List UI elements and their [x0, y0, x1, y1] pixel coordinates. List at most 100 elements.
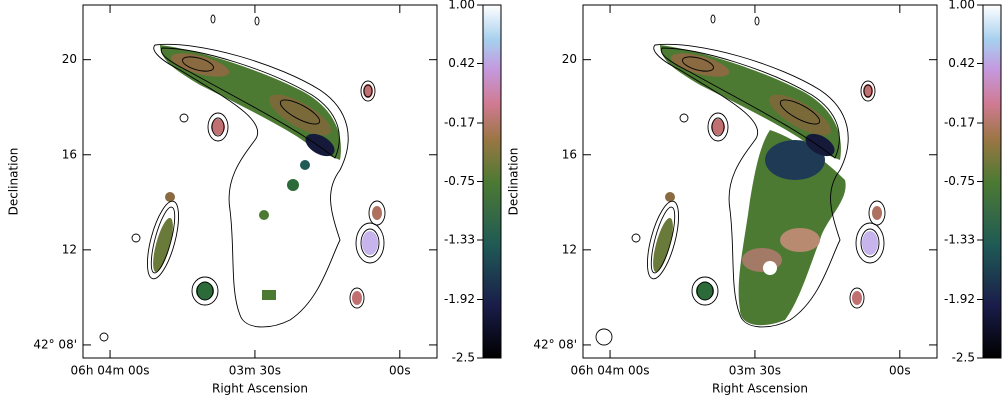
colorbar-tick-label: -1.92 — [444, 292, 475, 306]
contour — [99, 332, 109, 342]
contour — [153, 43, 349, 328]
plot-frame — [82, 4, 438, 359]
colorbar-tick-label: -0.75 — [444, 174, 475, 188]
contour — [754, 16, 760, 26]
emission — [300, 160, 310, 170]
colorbar-tick-label: -1.33 — [944, 232, 975, 246]
contour — [855, 222, 885, 264]
x-tick-label: 06h 04m 00s — [571, 364, 650, 378]
colorbar-tick-label: -0.17 — [944, 116, 975, 130]
emission — [670, 53, 730, 77]
emission — [287, 179, 299, 191]
y-axis-label: Declination — [7, 148, 21, 216]
y-tick-label: 20 — [62, 52, 77, 66]
emission — [170, 53, 230, 77]
emission — [269, 94, 331, 136]
contour — [131, 233, 141, 243]
emission — [863, 84, 873, 98]
colorbar — [482, 4, 502, 359]
emission — [763, 261, 777, 275]
emission — [165, 192, 175, 202]
contour — [682, 56, 714, 72]
contour — [368, 200, 386, 226]
emission — [259, 210, 269, 220]
panel: 06h 04m 00s 03m 30s 00s 42° 08' 12 16 20 Right … — [507, 0, 1002, 396]
y-tick-label: 12 — [562, 242, 577, 256]
y-tick-label: 16 — [62, 147, 77, 161]
contour — [211, 117, 225, 137]
x-axis-label: Right Ascension — [712, 382, 808, 396]
contour — [355, 222, 385, 264]
emission — [363, 84, 373, 98]
contour — [360, 228, 380, 258]
x-axis-label: Right Ascension — [212, 382, 308, 396]
contour — [196, 281, 214, 301]
emission — [362, 231, 378, 255]
x-tick-label: 03m 30s — [229, 364, 281, 378]
y-tick-label: 16 — [562, 147, 577, 161]
emission — [372, 206, 382, 220]
x-tick-label: 00s — [889, 364, 911, 378]
colorbar-tick-label: 1.00 — [948, 0, 975, 12]
contour — [710, 14, 716, 24]
contour — [650, 206, 676, 274]
emission — [738, 130, 846, 326]
contour — [660, 47, 840, 159]
emission — [805, 133, 835, 157]
emission — [765, 140, 825, 180]
emission — [872, 206, 882, 220]
y-tick-label: 20 — [562, 52, 577, 66]
contour — [707, 112, 729, 142]
contour — [860, 80, 876, 102]
contour — [349, 287, 365, 309]
contour — [279, 99, 321, 125]
emission — [696, 282, 714, 300]
contour — [191, 276, 219, 306]
contour — [207, 112, 229, 142]
contour — [150, 206, 176, 274]
emission — [852, 291, 862, 305]
emission — [211, 119, 225, 135]
y-tick-label: 42° 08' — [533, 337, 577, 351]
contour — [863, 84, 873, 98]
colorbar-tick-label: -2.5 — [952, 351, 975, 365]
contour — [595, 328, 613, 346]
y-tick-label: 12 — [62, 242, 77, 256]
contour — [696, 281, 714, 301]
x-tick-label: 00s — [389, 364, 411, 378]
contour — [179, 113, 189, 123]
contour — [711, 117, 725, 137]
contour — [631, 233, 641, 243]
contour — [647, 200, 679, 280]
contour — [147, 200, 179, 280]
contour — [182, 56, 214, 72]
emission — [196, 282, 214, 300]
colorbar-tick-label: -0.17 — [444, 116, 475, 130]
emission — [665, 192, 675, 202]
emission — [769, 94, 831, 136]
colorbar-tick-label: -1.33 — [444, 232, 475, 246]
contour — [160, 47, 340, 159]
contour — [860, 228, 880, 258]
colorbar-tick-label: 0.42 — [948, 56, 975, 70]
panel: 06h 04m 00s 03m 30s 00s 42° 08' 12 16 20 Right … — [7, 0, 502, 396]
contour — [360, 80, 376, 102]
emission — [653, 217, 673, 273]
colorbar-tick-label: 0.42 — [448, 56, 475, 70]
colorbar-tick-label: 1.00 — [448, 0, 475, 12]
contour — [210, 14, 216, 24]
emission — [153, 217, 173, 273]
colorbar-tick-label: -1.92 — [944, 292, 975, 306]
emission — [305, 133, 335, 157]
contour — [868, 200, 886, 226]
plot-frame — [582, 4, 938, 359]
y-axis-label: Declination — [507, 148, 521, 216]
x-tick-label: 06h 04m 00s — [71, 364, 150, 378]
y-tick-label: 42° 08' — [33, 337, 77, 351]
contour — [653, 43, 849, 328]
radio-map — [99, 14, 386, 342]
emission — [352, 291, 362, 305]
contour — [254, 16, 260, 26]
contour — [363, 84, 373, 98]
